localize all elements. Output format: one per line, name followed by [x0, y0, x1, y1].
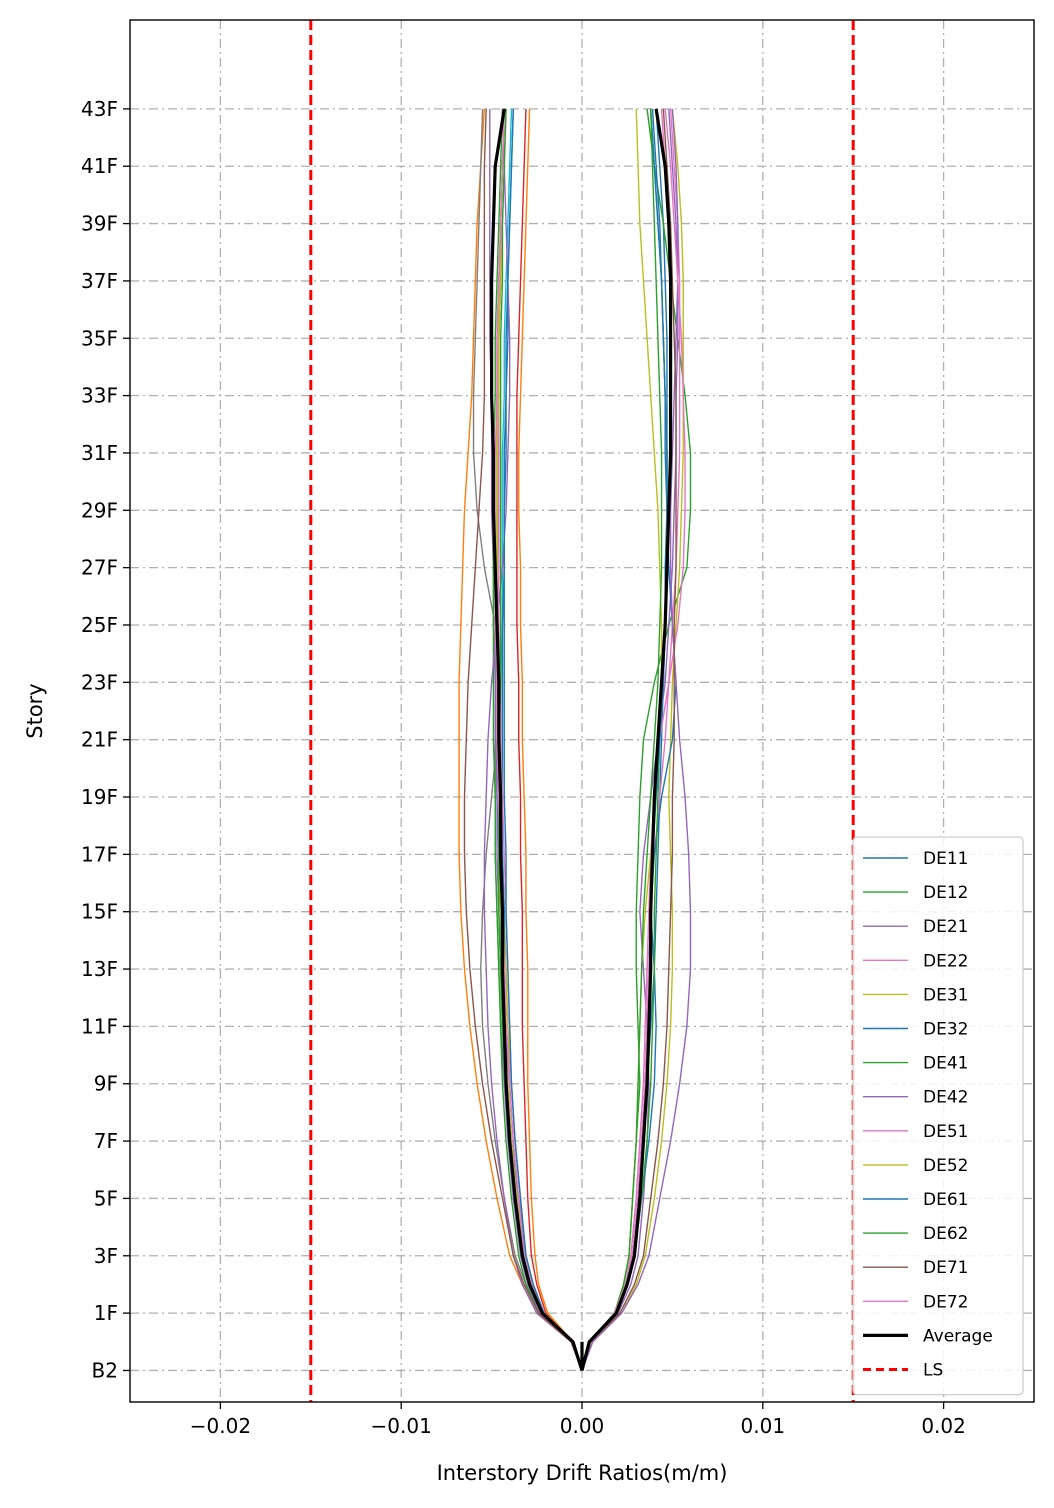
legend-label-de22: DE22 [923, 951, 968, 971]
y-tick-label: 9F [94, 1072, 118, 1096]
y-axis-ticks: B2 1F 3F 5F 7F 9F 11F 13F 15F 17F 19F 21F 23F 25F 27F 2… [81, 97, 130, 1382]
y-tick-label: 11F [81, 1014, 118, 1038]
extra-trace-line [472, 108, 583, 1371]
y-tick-label: 27F [81, 556, 118, 580]
legend-label-de42: DE42 [923, 1088, 968, 1108]
legend-label-de71: DE71 [923, 1258, 968, 1278]
y-tick-label: 15F [81, 900, 118, 924]
x-tick-label: −0.02 [190, 1414, 251, 1438]
legend-label-de51: DE51 [923, 1122, 968, 1142]
y-tick-label: 23F [81, 670, 118, 694]
y-tick-label: 13F [81, 957, 118, 981]
series-line-de61-negative [503, 108, 583, 1371]
y-axis-label: Story [23, 683, 47, 738]
y-tick-label: B2 [92, 1358, 118, 1382]
legend: DE11 DE12 DE21 DE22 DE31 DE32 DE41 DE42 DE51 DE52… [852, 836, 1024, 1396]
legend-label-average: Average [923, 1326, 993, 1346]
y-tick-label: 5F [94, 1186, 118, 1210]
series-line-de71-negative [463, 108, 583, 1371]
legend-label-de61: DE61 [923, 1190, 968, 1210]
y-tick-label: 7F [94, 1129, 118, 1153]
legend-label-de62: DE62 [923, 1224, 968, 1244]
legend-label-de32: DE32 [923, 1020, 968, 1040]
legend-label-de72: DE72 [923, 1292, 968, 1312]
extra-trace-line [458, 108, 583, 1371]
x-tick-label: 0.02 [921, 1414, 966, 1438]
x-tick-label: 0.00 [560, 1414, 605, 1438]
y-tick-label: 21F [81, 728, 118, 752]
series-line-de31-positive [581, 108, 684, 1371]
legend-label-de12: DE12 [923, 883, 968, 903]
legend-label-de41: DE41 [923, 1054, 968, 1074]
y-tick-label: 39F [81, 212, 118, 236]
average-line-positive [580, 108, 673, 1371]
y-tick-label: 3F [94, 1244, 118, 1268]
y-tick-label: 31F [81, 441, 118, 465]
series-line-de41-negative [492, 108, 583, 1371]
series-line-de42-positive [581, 108, 692, 1371]
legend-label-de11: DE11 [923, 849, 968, 869]
series-line-de21-negative [489, 108, 583, 1371]
extra-trace-line [518, 108, 583, 1371]
y-tick-label: 19F [81, 785, 118, 809]
series-line-de71-positive [581, 108, 677, 1371]
x-tick-label: 0.01 [741, 1414, 786, 1438]
legend-box [852, 836, 1024, 1396]
legend-label-de21: DE21 [923, 917, 968, 937]
extra-trace-line [516, 108, 583, 1371]
y-tick-label: 37F [81, 269, 118, 293]
legend-label-ls: LS [923, 1361, 943, 1381]
y-tick-label: 1F [94, 1301, 118, 1325]
legend-label-de52: DE52 [923, 1156, 968, 1176]
x-axis-ticks: −0.02 −0.01 0.00 0.01 0.02 [190, 1402, 966, 1438]
y-tick-label: 29F [81, 498, 118, 522]
y-tick-label: 25F [81, 613, 118, 637]
y-tick-label: 17F [81, 842, 118, 866]
legend-label-de31: DE31 [923, 985, 968, 1005]
average-line-negative [490, 108, 584, 1371]
series-line-de62-positive [581, 108, 663, 1371]
y-tick-label: 43F [81, 97, 118, 121]
y-tick-label: 41F [81, 154, 118, 178]
x-tick-label: −0.01 [371, 1414, 432, 1438]
y-tick-label: 35F [81, 326, 118, 350]
y-tick-label: 33F [81, 384, 118, 408]
limit-lines [309, 20, 855, 1402]
x-axis-label: Interstory Drift Ratios(m/m) [437, 1461, 728, 1485]
series-line-de72-negative [494, 108, 583, 1371]
grid [130, 20, 1034, 1402]
series-lines [458, 108, 692, 1371]
